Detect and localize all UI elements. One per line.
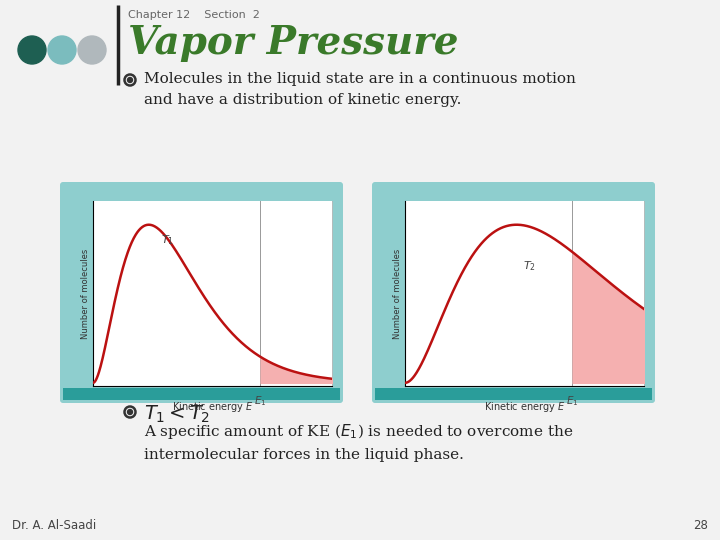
Y-axis label: Number of molecules: Number of molecules (393, 248, 402, 339)
Circle shape (48, 36, 76, 64)
FancyBboxPatch shape (372, 182, 655, 403)
Text: $T_2$: $T_2$ (523, 259, 536, 273)
X-axis label: Kinetic energy $E$: Kinetic energy $E$ (171, 400, 253, 414)
FancyBboxPatch shape (405, 201, 644, 386)
Text: $T_1$: $T_1$ (161, 234, 174, 247)
Text: Dr. A. Al-Saadi: Dr. A. Al-Saadi (12, 519, 96, 532)
Text: $E_1$: $E_1$ (566, 395, 579, 408)
FancyBboxPatch shape (93, 201, 332, 386)
Text: Vapor Pressure: Vapor Pressure (128, 24, 459, 62)
Circle shape (127, 78, 132, 83)
Text: A specific amount of KE ($E_1$) is needed to overcome the
intermolecular forces : A specific amount of KE ($E_1$) is neede… (144, 422, 573, 462)
X-axis label: Kinetic energy $E$: Kinetic energy $E$ (484, 400, 565, 414)
FancyBboxPatch shape (60, 182, 343, 403)
Y-axis label: Number of molecules: Number of molecules (81, 248, 90, 339)
Text: $E_1$: $E_1$ (254, 395, 266, 408)
Text: $T_1 < T_2$: $T_1 < T_2$ (144, 404, 210, 426)
Circle shape (18, 36, 46, 64)
Circle shape (78, 36, 106, 64)
Text: Molecules in the liquid state are in a continuous motion
and have a distribution: Molecules in the liquid state are in a c… (144, 72, 576, 106)
Circle shape (127, 409, 132, 415)
FancyBboxPatch shape (63, 388, 340, 400)
Text: Chapter 12    Section  2: Chapter 12 Section 2 (128, 10, 260, 20)
FancyBboxPatch shape (375, 388, 652, 400)
Text: 28: 28 (693, 519, 708, 532)
